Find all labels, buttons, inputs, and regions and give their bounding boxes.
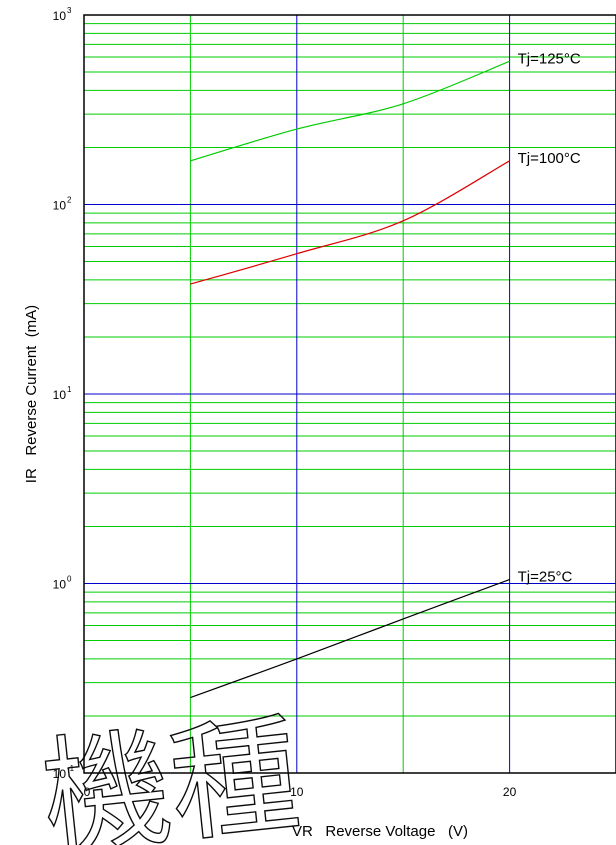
- y-tick-label: 10 2: [53, 196, 72, 213]
- watermark-text: 機種: [36, 700, 306, 845]
- y-tick-label: 10 -1: [53, 764, 75, 781]
- y-tick-exponent: 1: [67, 385, 72, 394]
- y-tick-base: 10: [53, 767, 67, 781]
- y-tick-exponent: 0: [67, 575, 72, 584]
- series-line-3: [190, 578, 510, 699]
- y-tick-base: 10: [53, 388, 67, 402]
- y-tick-label: 10 0: [53, 575, 72, 592]
- series-labels: Tj=125°C Tj=100°C Tj=25°C: [518, 50, 581, 585]
- x-tick-label: 10: [290, 785, 304, 799]
- y-tick-exponent: 2: [67, 196, 72, 205]
- y-tick-base: 10: [53, 578, 67, 592]
- y-tick-base: 10: [53, 9, 67, 23]
- series-label-2: Tj=100°C: [518, 150, 581, 167]
- y-tick-exponent: -1: [67, 764, 75, 773]
- grid: [84, 14, 616, 774]
- x-tick-label: 20: [503, 785, 517, 799]
- series-label-3: Tj=25°C: [518, 568, 573, 585]
- x-tick-label: 0: [84, 785, 91, 799]
- plot-frame: [83, 14, 616, 774]
- series-line-2: [190, 160, 510, 285]
- watermark: 機種: [35, 699, 307, 845]
- y-axis-label: IR Reverse Current (mA): [23, 305, 40, 483]
- series-line-1: [190, 60, 510, 162]
- y-tick-exponent: 3: [67, 6, 72, 15]
- series-lines: [190, 60, 510, 699]
- y-tick-label: 10 1: [53, 385, 72, 402]
- y-tick-label: 10 3: [53, 6, 72, 23]
- series-label-1: Tj=125°C: [518, 50, 581, 67]
- y-tick-base: 10: [53, 199, 67, 213]
- x-axis-label: VR Reverse Voltage (V): [292, 823, 468, 840]
